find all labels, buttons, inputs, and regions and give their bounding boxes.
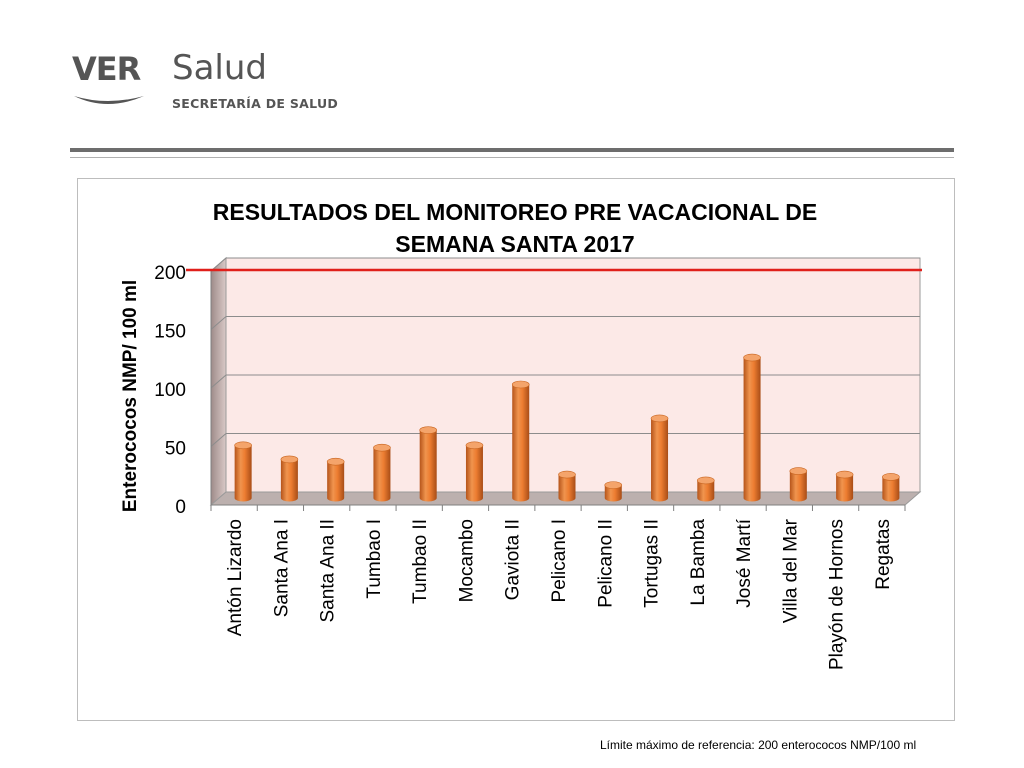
bar-top: [465, 441, 484, 450]
x-tick-label: La Bamba: [688, 519, 709, 606]
bar: [465, 441, 484, 502]
bar: [882, 473, 900, 502]
bar-top: [882, 473, 900, 481]
bar-top: [650, 414, 669, 423]
bar-body: [882, 476, 900, 502]
x-tick-label: Mocambo: [456, 519, 477, 602]
x-tick-label: José Martí: [734, 518, 755, 607]
bar-body: [373, 447, 391, 502]
bar-body: [836, 474, 854, 502]
logo-swoosh-icon: [74, 96, 144, 104]
footnote: Límite máximo de referencia: 200 enteroc…: [600, 738, 917, 752]
x-tick-label: Tumbao I: [364, 519, 385, 599]
bar: [835, 470, 854, 502]
bar: [511, 380, 530, 502]
bar-top: [373, 443, 391, 452]
x-tick-label: Santa Ana I: [271, 519, 292, 617]
y-axis-label: Enterococos NMP/ 100 ml: [120, 280, 141, 512]
bar-top: [558, 470, 576, 479]
bar-body: [651, 418, 669, 502]
y-tick-label: 150: [154, 322, 186, 343]
bar-top: [696, 476, 715, 485]
gridline-side: [210, 433, 227, 447]
bar-body: [789, 471, 807, 502]
bar-body: [234, 445, 252, 502]
bar-top: [280, 455, 299, 464]
bar-body: [558, 474, 576, 502]
x-tick-label: Antón Lizardo: [225, 519, 246, 636]
bar-top: [835, 470, 854, 479]
bar-top: [511, 380, 530, 389]
chart-title-line-1: RESULTADOS DEL MONITOREO PRE VACACIONAL …: [213, 199, 817, 225]
bar-top: [326, 457, 345, 466]
chart-title-line-2: SEMANA SANTA 2017: [395, 231, 634, 257]
header-divider-thin: [70, 157, 954, 158]
bar: [696, 476, 715, 502]
bar-top: [789, 467, 808, 475]
bar-top: [234, 441, 252, 450]
x-tick-label: Pelicano I: [549, 519, 570, 602]
y-tick-label: 200: [154, 263, 186, 284]
y-tick-label: 100: [154, 380, 186, 401]
bar-top: [743, 353, 761, 362]
bar-body: [280, 459, 298, 502]
logo-subtitle: SECRETARÍA DE SALUD: [172, 96, 339, 111]
bar: [650, 414, 669, 502]
bar: [234, 441, 252, 502]
x-tick-label: Pelicano II: [595, 519, 616, 608]
bar: [419, 426, 438, 502]
bar: [373, 443, 391, 502]
bar: [280, 455, 299, 502]
bar: [789, 467, 808, 502]
bar-body: [604, 485, 622, 502]
y-tick-label: 0: [175, 497, 186, 518]
x-tick-label: Playón de Hornos: [827, 519, 848, 670]
logo-name: Salud: [172, 48, 267, 88]
x-tick-label: Gaviota II: [503, 519, 524, 600]
bar-body: [743, 357, 761, 502]
bar-top: [419, 426, 438, 434]
x-tick-label: Tortugas II: [642, 519, 663, 608]
logo-brand: VER: [72, 50, 141, 88]
bar-body: [512, 384, 530, 502]
bar: [558, 470, 576, 502]
x-tick-label: Villa del Mar: [780, 518, 801, 623]
bar: [743, 353, 761, 502]
bar-body: [327, 461, 345, 502]
x-tick-label: Santa Ana II: [318, 519, 339, 623]
x-tick-label: Regatas: [873, 519, 894, 590]
header-divider: [70, 148, 954, 152]
bar: [326, 457, 345, 502]
bar-body: [697, 480, 715, 502]
x-tick-label: Tumbao II: [410, 519, 431, 604]
bar-body: [465, 445, 483, 502]
bar-top: [604, 481, 623, 489]
bar: [604, 481, 623, 502]
gridline-side: [210, 316, 227, 330]
y-tick-label: 50: [165, 439, 186, 460]
gridline-side: [210, 374, 227, 389]
bar-body: [419, 430, 437, 502]
logo: VER Salud SECRETARÍA DE SALUD: [72, 48, 372, 118]
